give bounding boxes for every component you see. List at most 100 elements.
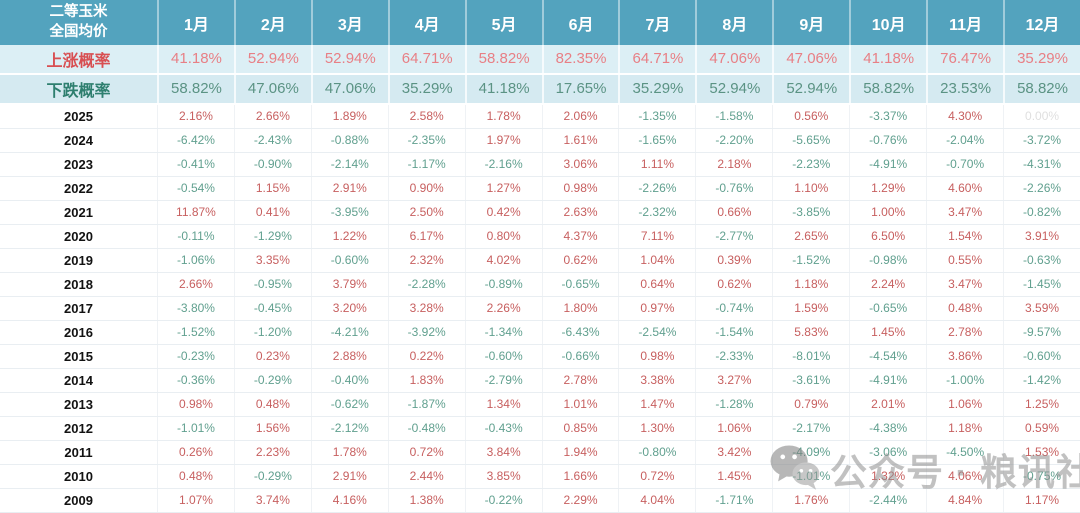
cell-2010-m1: 0.48% xyxy=(157,464,234,488)
cell-2015-m5: -0.60% xyxy=(464,344,542,368)
cell-2022-m8: -0.76% xyxy=(695,176,772,200)
year-label-2024: 2024 xyxy=(64,132,93,148)
cell-2014-m3: -0.40% xyxy=(310,368,388,392)
cell-2017-m12: 3.59% xyxy=(1003,296,1080,320)
cell-2011-m5: 3.84% xyxy=(464,440,542,464)
cell-2021-m10: 1.00% xyxy=(849,200,926,224)
cell-2017-m8: -0.74% xyxy=(695,296,772,320)
rise-prob-month-8: 47.06% xyxy=(695,45,772,73)
cell-2025-m3: 1.89% xyxy=(310,104,388,128)
cell-2016-m1: -1.52% xyxy=(157,320,234,344)
cell-2014-m5: -2.79% xyxy=(464,368,542,392)
cell-2015-m6: -0.66% xyxy=(541,344,619,368)
cell-2020-m12: 3.91% xyxy=(1003,224,1080,248)
cell-2009-m5: -0.22% xyxy=(464,488,542,512)
cell-2022-m7: -2.26% xyxy=(618,176,695,200)
month-header-8: 8月 xyxy=(695,0,772,46)
month-header-3: 3月 xyxy=(310,0,388,46)
table-row-2019: 2019 -1.06% 3.35% -0.60% 2.32% 4.02% 0.62% 1.04… xyxy=(0,248,1080,273)
cell-2024-m10: -0.76% xyxy=(849,128,926,152)
cell-2010-m12: -0.75% xyxy=(1003,464,1080,488)
cell-2010-m8: 1.45% xyxy=(695,464,772,488)
cell-2009-m1: 1.07% xyxy=(157,488,234,512)
cell-2019-m4: 2.32% xyxy=(387,248,465,272)
cell-2009-m2: 3.74% xyxy=(233,488,311,512)
cell-2011-m6: 1.94% xyxy=(541,440,619,464)
month-header-10: 10月 xyxy=(849,0,926,46)
cell-2023-m8: 2.18% xyxy=(695,152,772,176)
cell-2024-m6: 1.61% xyxy=(541,128,619,152)
cell-2013-m12: 1.25% xyxy=(1003,392,1080,416)
cell-2020-m8: -2.77% xyxy=(695,224,772,248)
cell-2012-m5: -0.43% xyxy=(464,416,542,440)
cell-2021-m6: 2.63% xyxy=(541,200,619,224)
table-row-2016: 2016 -1.52% -1.20% -4.21% -3.92% -1.34% -6.43%… xyxy=(0,320,1080,345)
cell-2025-m9: 0.56% xyxy=(772,104,849,128)
cell-2014-m2: -0.29% xyxy=(233,368,311,392)
year-label-2019: 2019 xyxy=(64,252,93,268)
cell-2020-m3: 1.22% xyxy=(310,224,388,248)
cell-2019-m7: 1.04% xyxy=(618,248,695,272)
cell-2016-m9: 5.83% xyxy=(772,320,849,344)
cell-2015-m8: -2.33% xyxy=(695,344,772,368)
cell-2022-m2: 1.15% xyxy=(233,176,311,200)
cell-2022-m1: -0.54% xyxy=(157,176,234,200)
cell-2011-m7: -0.80% xyxy=(618,440,695,464)
cell-2018-m2: -0.95% xyxy=(233,272,311,296)
table-row-2015: 2015 -0.23% 0.23% 2.88% 0.22% -0.60% -0.66% 0.9… xyxy=(0,344,1080,369)
fall-prob-month-12: 58.82% xyxy=(1003,74,1080,103)
cell-2014-m10: -4.91% xyxy=(849,368,926,392)
cell-2023-m4: -1.17% xyxy=(387,152,465,176)
cell-2021-m5: 0.42% xyxy=(464,200,542,224)
rise-prob-month-1: 41.18% xyxy=(157,45,234,73)
cell-2024-m11: -2.04% xyxy=(926,128,1003,152)
cell-2009-m7: 4.04% xyxy=(618,488,695,512)
cell-2022-m3: 2.91% xyxy=(310,176,388,200)
cell-2012-m1: -1.01% xyxy=(157,416,234,440)
cell-2021-m7: -2.32% xyxy=(618,200,695,224)
cell-2012-m11: 1.18% xyxy=(926,416,1003,440)
cell-2022-m12: -2.26% xyxy=(1003,176,1080,200)
cell-2014-m11: -1.00% xyxy=(926,368,1003,392)
cell-2010-m5: 3.85% xyxy=(464,464,542,488)
cell-2024-m2: -2.43% xyxy=(233,128,311,152)
rise-prob-month-12: 35.29% xyxy=(1003,45,1080,73)
cell-2018-m8: 0.62% xyxy=(695,272,772,296)
cell-2010-m7: 0.72% xyxy=(618,464,695,488)
cell-2014-m12: -1.42% xyxy=(1003,368,1080,392)
cell-2019-m6: 0.62% xyxy=(541,248,619,272)
cell-2024-m12: -3.72% xyxy=(1003,128,1080,152)
cell-2009-m4: 1.38% xyxy=(387,488,465,512)
fall-prob-month-8: 52.94% xyxy=(695,74,772,103)
fall-probability-label: 下跌概率 xyxy=(46,82,111,100)
cell-2025-m11: 4.30% xyxy=(926,104,1003,128)
cell-2010-m10: 1.32% xyxy=(849,464,926,488)
cell-2017-m4: 3.28% xyxy=(387,296,465,320)
cell-2011-m12: 1.53% xyxy=(1003,440,1080,464)
cell-2025-m6: 2.06% xyxy=(541,104,619,128)
table-row-2021: 2021 11.87% 0.41% -3.95% 2.50% 0.42% 2.63% -2.3… xyxy=(0,200,1080,225)
year-label-2013: 2013 xyxy=(64,396,93,412)
cell-2020-m2: -1.29% xyxy=(233,224,311,248)
table-row-2018: 2018 2.66% -0.95% 3.79% -2.28% -0.89% -0.65% 0.… xyxy=(0,272,1080,297)
fall-prob-month-9: 52.94% xyxy=(772,74,849,103)
rise-prob-month-7: 64.71% xyxy=(618,45,695,73)
cell-2018-m11: 3.47% xyxy=(926,272,1003,296)
cell-2019-m3: -0.60% xyxy=(310,248,388,272)
cell-2021-m4: 2.50% xyxy=(387,200,465,224)
table-row-2022: 2022 -0.54% 1.15% 2.91% 0.90% 1.27% 0.98% -2.26… xyxy=(0,176,1080,201)
cell-2019-m12: -0.63% xyxy=(1003,248,1080,272)
cell-2013-m7: 1.47% xyxy=(618,392,695,416)
table-title-line1: 二等玉米 xyxy=(49,3,108,20)
table-row-2010: 2010 0.48% -0.29% 2.91% 2.44% 3.85% 1.66% 0.72%… xyxy=(0,464,1080,489)
cell-2022-m4: 0.90% xyxy=(387,176,465,200)
cell-2019-m5: 4.02% xyxy=(464,248,542,272)
cell-2017-m2: -0.45% xyxy=(233,296,311,320)
cell-2024-m4: -2.35% xyxy=(387,128,465,152)
cell-2022-m11: 4.60% xyxy=(926,176,1003,200)
cell-2019-m8: 0.39% xyxy=(695,248,772,272)
cell-2024-m5: 1.97% xyxy=(464,128,542,152)
cell-2024-m3: -0.88% xyxy=(310,128,388,152)
cell-2016-m8: -1.54% xyxy=(695,320,772,344)
cell-2016-m7: -2.54% xyxy=(618,320,695,344)
